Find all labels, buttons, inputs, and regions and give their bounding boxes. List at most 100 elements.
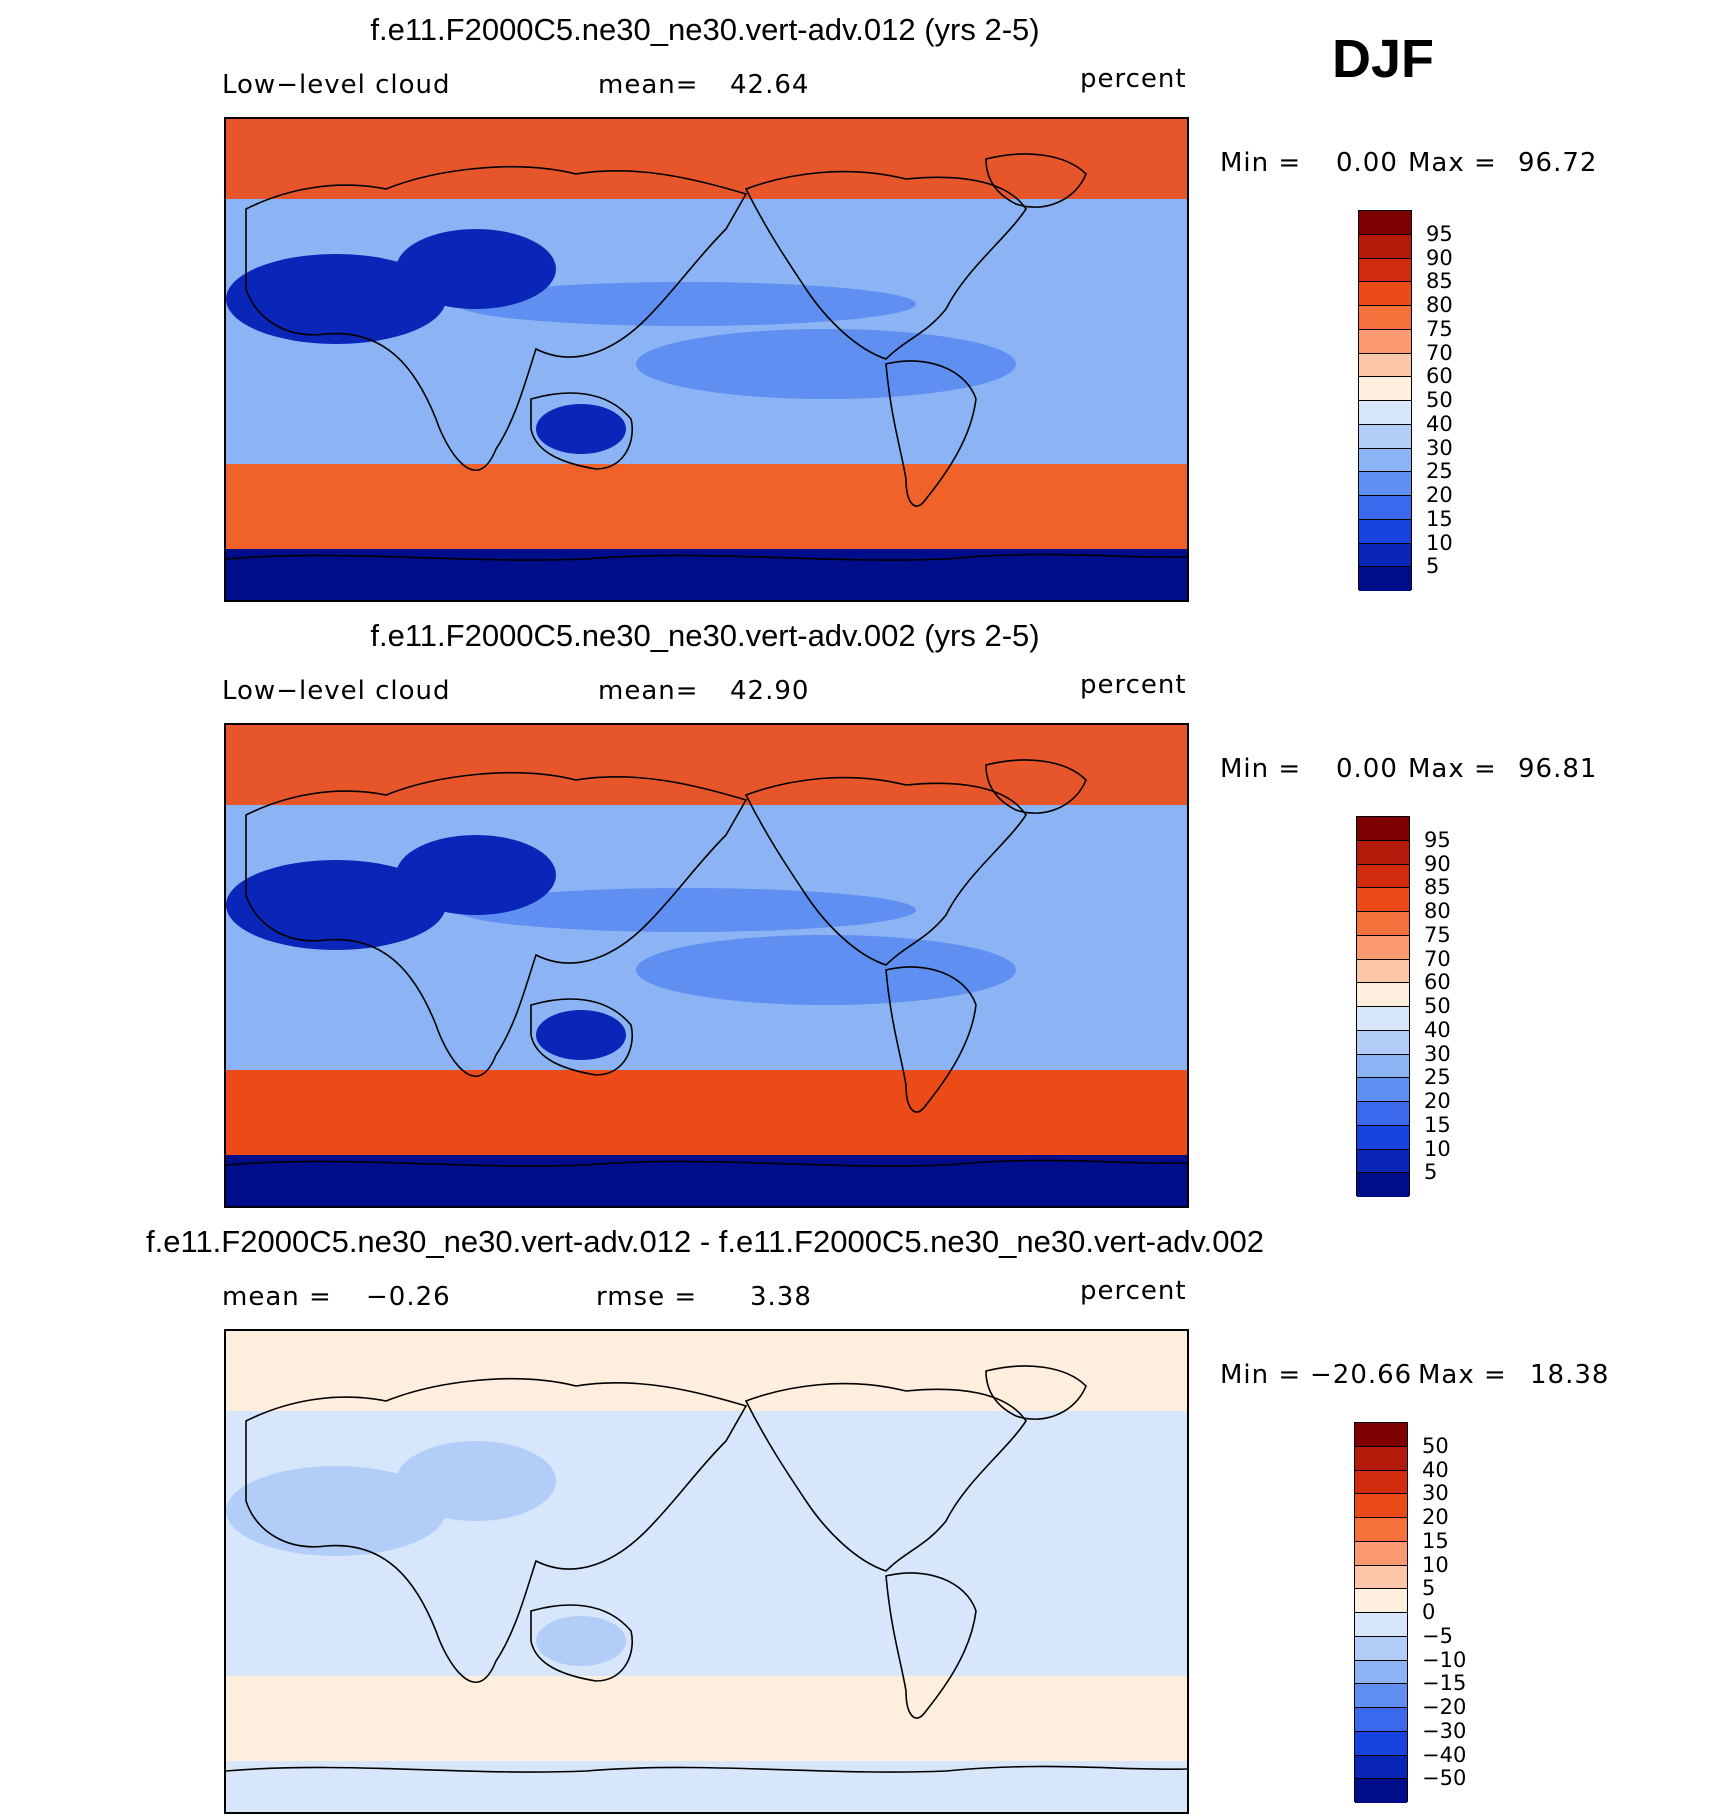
colorbar-tick-label: 50	[1424, 994, 1451, 1018]
colorbar-swatch	[1357, 983, 1409, 1007]
panel-3-mean-label: mean =	[222, 1282, 332, 1312]
colorbar-tick-label: 60	[1426, 364, 1453, 389]
panel-2-max-value: 96.81	[1518, 754, 1598, 784]
colorbar-swatch	[1355, 1708, 1407, 1732]
colorbar-tick-label: 75	[1426, 316, 1453, 341]
panel-1-title: f.e11.F2000C5.ne30_ne30.vert-adv.012 (yr…	[370, 12, 1040, 47]
panel-3-mean-value: −0.26	[366, 1282, 451, 1312]
colorbar-swatch	[1355, 1731, 1407, 1756]
panel-1-field	[226, 119, 1187, 600]
colorbar-tick-label: 10	[1426, 530, 1453, 555]
colorbar-tick-label: 95	[1426, 221, 1453, 246]
colorbar-swatch	[1355, 1636, 1407, 1661]
colorbar-swatch	[1359, 472, 1411, 496]
colorbar-tick-label: 60	[1424, 970, 1451, 995]
colorbar-swatch	[1357, 959, 1409, 984]
colorbar-tick-label: 25	[1426, 459, 1453, 484]
panel-3-max-value: 18.38	[1530, 1360, 1610, 1390]
panel-1-units: percent	[1080, 64, 1187, 94]
colorbar-swatch	[1359, 306, 1411, 330]
panel-3-units: percent	[1080, 1276, 1187, 1306]
colorbar-tick-label: 5	[1426, 554, 1440, 579]
colorbar-swatch	[1355, 1779, 1407, 1803]
colorbar-tick-label: 40	[1426, 411, 1453, 436]
panel-1-max-label: Max =	[1408, 148, 1497, 178]
colorbar-tick-label: 90	[1426, 245, 1453, 270]
colorbar-swatch	[1357, 1149, 1409, 1174]
colorbar-tick-label: 10	[1422, 1552, 1449, 1577]
colorbar-swatch	[1357, 1007, 1409, 1031]
colorbar-swatch	[1359, 377, 1411, 401]
colorbar-swatch	[1359, 353, 1411, 378]
colorbar-swatch	[1355, 1660, 1407, 1685]
colorbar-tick-label: 85	[1424, 875, 1451, 900]
panel-3-colorbar-labels: 50 40 30 20 15 10 5 0 −5 −10 −15 −20 −30 −40 −50	[1422, 1422, 1492, 1802]
panel-1-min-value: 0.00	[1336, 148, 1398, 178]
panel-3-colorbar	[1354, 1422, 1408, 1803]
panel-1-mean-label: mean=	[598, 70, 699, 100]
panel-2-map	[224, 723, 1189, 1208]
panel-3-title: f.e11.F2000C5.ne30_ne30.vert-adv.012 - f…	[146, 1224, 1264, 1259]
colorbar-swatch	[1359, 519, 1411, 544]
panel-1-colorbar	[1358, 210, 1412, 591]
colorbar-tick-label: 15	[1426, 506, 1453, 531]
panel-2-mean-label: mean=	[598, 676, 699, 706]
colorbar-tick-label: 5	[1422, 1576, 1436, 1601]
panel-2-field	[226, 725, 1187, 1206]
colorbar-tick-label: 95	[1424, 827, 1451, 852]
colorbar-swatch	[1357, 1102, 1409, 1126]
colorbar-swatch	[1359, 496, 1411, 520]
colorbar-tick-label: 40	[1424, 1017, 1451, 1042]
panel-3-rmse-label: rmse =	[596, 1282, 698, 1312]
panel-3-min-label: Min =	[1220, 1360, 1302, 1390]
colorbar-swatch	[1359, 329, 1411, 354]
colorbar-swatch	[1355, 1494, 1407, 1518]
colorbar-tick-label: 50	[1422, 1433, 1449, 1458]
colorbar-tick-label: 15	[1422, 1528, 1449, 1553]
colorbar-swatch	[1355, 1470, 1407, 1495]
colorbar-swatch	[1355, 1684, 1407, 1708]
season-label: DJF	[1332, 29, 1435, 89]
panel-2-max-label: Max =	[1408, 754, 1497, 784]
colorbar-swatch	[1359, 567, 1411, 591]
colorbar-swatch	[1359, 424, 1411, 449]
colorbar-tick-label: 25	[1424, 1065, 1451, 1090]
panel-1-variable: Low−level cloud	[222, 70, 451, 100]
colorbar-swatch	[1357, 1125, 1409, 1150]
colorbar-tick-label: −40	[1422, 1742, 1467, 1767]
colorbar-tick-label: 70	[1426, 340, 1453, 365]
colorbar-swatch	[1357, 888, 1409, 912]
panel-3-map	[224, 1329, 1189, 1814]
panel-2-variable: Low−level cloud	[222, 676, 451, 706]
colorbar-swatch	[1357, 864, 1409, 889]
colorbar-swatch	[1357, 1078, 1409, 1102]
colorbar-swatch	[1355, 1613, 1407, 1637]
panel-2-mean-value: 42.90	[730, 676, 810, 706]
colorbar-tick-label: 15	[1424, 1112, 1451, 1137]
panel-2-min-label: Min =	[1220, 754, 1302, 784]
colorbar-tick-label: −15	[1422, 1671, 1467, 1696]
panel-1-max-value: 96.72	[1518, 148, 1598, 178]
colorbar-tick-label: −50	[1422, 1766, 1467, 1791]
colorbar-swatch	[1357, 840, 1409, 865]
colorbar-swatch	[1359, 282, 1411, 306]
colorbar-swatch	[1357, 817, 1409, 841]
colorbar-swatch	[1359, 258, 1411, 283]
colorbar-tick-label: 20	[1426, 483, 1453, 507]
colorbar-tick-label: 80	[1426, 293, 1453, 317]
colorbar-swatch	[1359, 448, 1411, 473]
colorbar-swatch	[1355, 1589, 1407, 1613]
colorbar-swatch	[1357, 912, 1409, 936]
colorbar-swatch	[1355, 1755, 1407, 1780]
colorbar-swatch	[1355, 1423, 1407, 1447]
colorbar-tick-label: 5	[1424, 1160, 1438, 1185]
panel-2-min-value: 0.00	[1336, 754, 1398, 784]
panel-1-map	[224, 117, 1189, 602]
panel-1-mean-value: 42.64	[730, 70, 810, 100]
colorbar-tick-label: −5	[1422, 1623, 1453, 1648]
panel-3-rmse-value: 3.38	[750, 1282, 812, 1312]
colorbar-tick-label: −20	[1422, 1695, 1467, 1719]
panel-1-min-label: Min =	[1220, 148, 1302, 178]
colorbar-tick-label: 30	[1422, 1481, 1449, 1506]
colorbar-tick-label: 50	[1426, 388, 1453, 412]
